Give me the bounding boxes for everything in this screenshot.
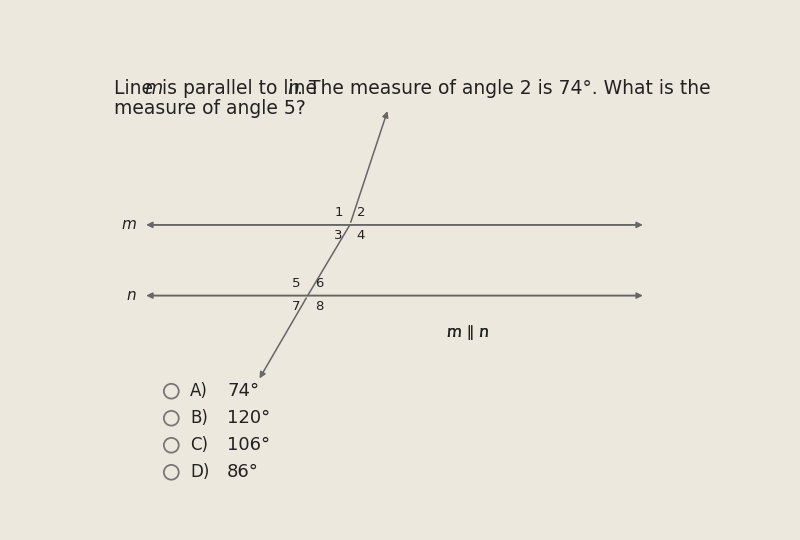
Text: m ∥ n: m ∥ n bbox=[447, 326, 489, 341]
Text: n: n bbox=[126, 288, 136, 303]
Text: C): C) bbox=[190, 436, 208, 454]
Text: m: m bbox=[121, 218, 136, 232]
Text: 74°: 74° bbox=[227, 382, 259, 400]
Text: 5: 5 bbox=[292, 276, 301, 289]
Text: 2: 2 bbox=[357, 206, 366, 219]
Text: 8: 8 bbox=[314, 300, 323, 313]
Text: is parallel to line: is parallel to line bbox=[157, 79, 323, 98]
Text: n: n bbox=[287, 79, 299, 98]
Text: B): B) bbox=[190, 409, 208, 427]
Text: 106°: 106° bbox=[227, 436, 270, 454]
Text: D): D) bbox=[190, 463, 210, 481]
Text: . The measure of angle 2 is 74°. What is the: . The measure of angle 2 is 74°. What is… bbox=[297, 79, 710, 98]
Text: Line: Line bbox=[114, 79, 158, 98]
Text: 7: 7 bbox=[292, 300, 301, 313]
Text: 3: 3 bbox=[334, 229, 343, 242]
Text: 6: 6 bbox=[314, 276, 323, 289]
Text: 4: 4 bbox=[357, 229, 366, 242]
Text: measure of angle 5?: measure of angle 5? bbox=[114, 99, 306, 118]
Text: 1: 1 bbox=[334, 206, 343, 219]
Text: m ∥ n: m ∥ n bbox=[447, 326, 489, 341]
Text: m: m bbox=[145, 79, 163, 98]
Text: 120°: 120° bbox=[227, 409, 270, 427]
Text: 86°: 86° bbox=[227, 463, 259, 481]
Text: A): A) bbox=[190, 382, 208, 400]
